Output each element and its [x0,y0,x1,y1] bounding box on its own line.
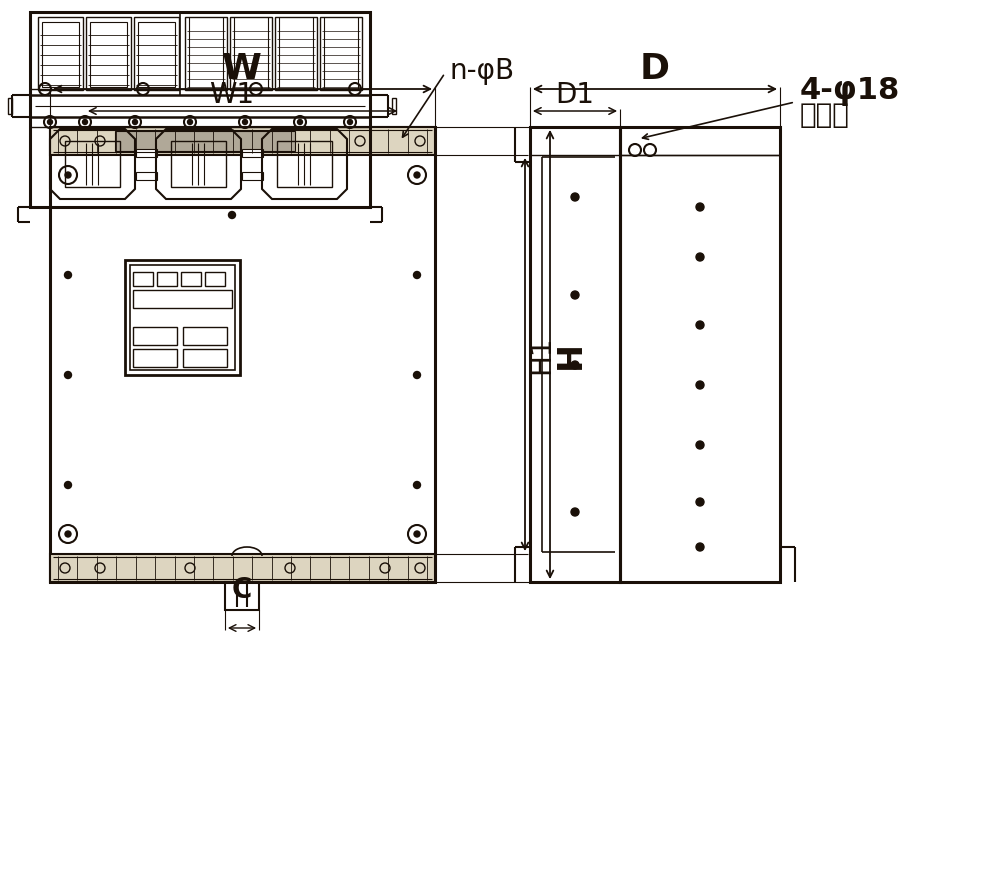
Circle shape [48,119,52,125]
Text: W1: W1 [209,81,255,109]
Circle shape [696,321,704,329]
Circle shape [696,203,704,211]
Circle shape [696,253,704,261]
Circle shape [571,193,579,201]
Circle shape [414,271,420,278]
Circle shape [696,441,704,449]
Polygon shape [136,172,157,180]
Circle shape [571,508,579,516]
Text: W: W [222,52,262,86]
Circle shape [65,531,71,537]
Polygon shape [242,149,263,157]
Circle shape [571,361,579,369]
Circle shape [64,371,72,378]
Circle shape [132,119,138,125]
Circle shape [242,119,248,125]
Circle shape [188,119,192,125]
Circle shape [414,371,420,378]
Text: H: H [554,341,586,369]
Text: 4-φ18: 4-φ18 [800,78,900,106]
Text: 吹り穴: 吹り穴 [800,101,850,129]
Text: H1: H1 [527,336,555,374]
Text: D1: D1 [556,81,594,109]
Polygon shape [242,172,263,180]
Polygon shape [115,131,295,151]
Circle shape [414,481,420,488]
Text: C: C [232,576,252,604]
Circle shape [414,172,420,178]
Polygon shape [50,127,435,155]
Polygon shape [136,149,157,157]
Circle shape [64,481,72,488]
Polygon shape [50,554,435,582]
Circle shape [696,498,704,506]
Circle shape [696,543,704,551]
Text: D: D [640,52,670,86]
Circle shape [348,119,352,125]
Circle shape [571,291,579,299]
Circle shape [414,531,420,537]
Circle shape [64,271,72,278]
Circle shape [82,119,88,125]
Text: n-φB: n-φB [450,57,515,85]
Circle shape [298,119,302,125]
Circle shape [65,172,71,178]
Circle shape [696,381,704,389]
Circle shape [228,212,236,219]
